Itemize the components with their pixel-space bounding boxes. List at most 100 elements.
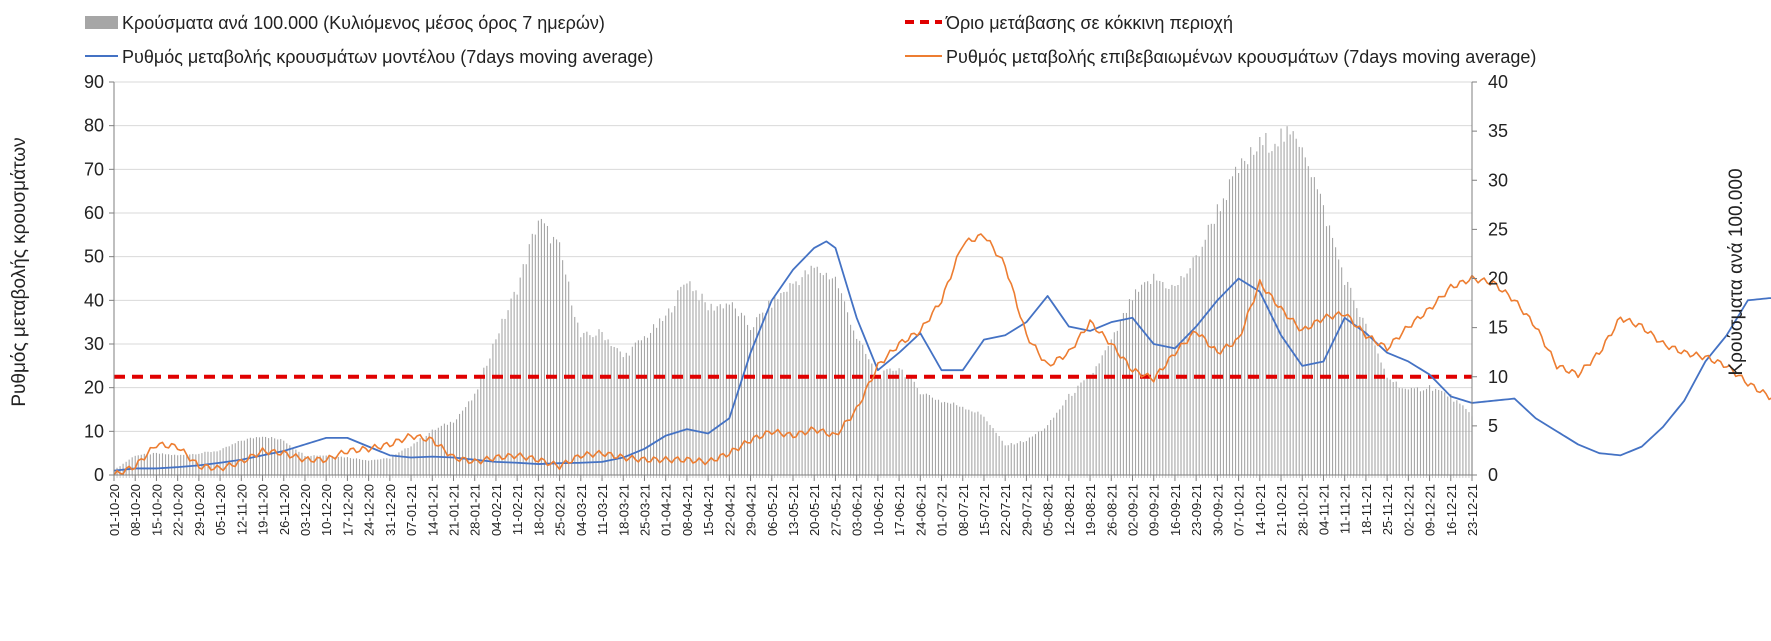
legend-label-threshold: Όριο μετάβασης σε κόκκινη περιοχή <box>945 13 1233 33</box>
bar <box>944 401 946 475</box>
bar <box>643 336 646 475</box>
bar <box>971 411 973 475</box>
legend-bar-swatch <box>85 16 118 29</box>
bar <box>1225 200 1228 475</box>
bar <box>1319 193 1321 475</box>
x-tick-label: 23-09-21 <box>1189 484 1204 536</box>
bar <box>586 331 588 475</box>
bar <box>610 346 612 475</box>
bar <box>1307 166 1309 475</box>
bar <box>465 407 467 475</box>
bar <box>828 279 830 475</box>
bar <box>913 381 915 475</box>
bar <box>271 436 273 475</box>
bar <box>1089 374 1091 475</box>
bar <box>365 460 367 475</box>
bar <box>528 244 530 475</box>
bar <box>1335 247 1337 475</box>
bar <box>1207 224 1209 475</box>
x-tick-label: 22-07-21 <box>998 484 1013 536</box>
x-tick-label: 08-04-21 <box>680 484 695 536</box>
bar <box>380 459 382 475</box>
x-tick-label: 22-04-21 <box>722 484 737 536</box>
bar <box>1435 388 1437 475</box>
x-tick-label: 06-05-21 <box>765 484 780 536</box>
bar <box>171 455 173 475</box>
x-tick-label: 16-09-21 <box>1168 484 1183 536</box>
bar <box>1353 300 1355 475</box>
bar <box>1456 400 1458 475</box>
bar <box>916 388 918 475</box>
bar <box>1444 392 1446 475</box>
bar <box>1450 394 1452 475</box>
bar <box>725 303 727 475</box>
bar <box>377 459 379 475</box>
bar <box>931 397 933 475</box>
bar <box>1210 223 1212 475</box>
bar <box>1410 387 1412 475</box>
bar <box>559 242 561 475</box>
bar <box>383 458 385 475</box>
bar <box>771 307 773 475</box>
bar <box>504 318 506 475</box>
bar <box>940 402 943 475</box>
bar <box>1289 134 1291 475</box>
bar <box>928 394 930 475</box>
bar <box>483 367 485 475</box>
bar <box>225 446 227 475</box>
x-tick-label: 23-12-21 <box>1465 484 1480 536</box>
bar <box>728 304 730 475</box>
bar <box>653 324 655 475</box>
bar <box>843 301 846 475</box>
y-tick-label-left: 60 <box>84 203 104 223</box>
bar <box>1250 147 1252 475</box>
bar <box>907 376 909 475</box>
bar <box>619 351 621 475</box>
bar <box>965 409 967 475</box>
bar <box>1231 176 1234 476</box>
bar <box>446 424 448 475</box>
bar <box>671 312 673 475</box>
y-tick-label-right: 35 <box>1488 121 1508 141</box>
x-tick-label: 24-12-20 <box>362 484 377 536</box>
bar <box>692 291 694 475</box>
bar <box>980 414 982 475</box>
bar <box>1371 340 1373 475</box>
bar <box>947 402 949 475</box>
bar <box>1359 316 1361 475</box>
y-tick-label-left: 80 <box>84 116 104 136</box>
bar <box>634 342 636 475</box>
x-tick-label: 15-07-21 <box>977 484 992 536</box>
bar <box>1156 280 1158 475</box>
bar <box>556 239 558 475</box>
bar <box>204 451 206 475</box>
bar <box>149 454 151 475</box>
bar <box>480 377 482 475</box>
bar <box>995 432 997 475</box>
bar <box>847 312 849 475</box>
y-tick-label-right: 0 <box>1488 465 1498 485</box>
bar <box>516 294 518 475</box>
x-tick-label: 12-11-20 <box>234 484 249 535</box>
bar <box>689 281 691 475</box>
y-tick-label-right: 20 <box>1488 269 1508 289</box>
bar <box>1116 330 1118 475</box>
bar <box>595 335 597 475</box>
bar <box>1441 390 1443 475</box>
bar <box>574 316 576 475</box>
x-tick-label: 11-02-21 <box>510 484 525 535</box>
bar <box>589 335 591 475</box>
x-tick-label: 16-12-21 <box>1444 484 1459 536</box>
bar <box>1453 401 1455 475</box>
bar <box>659 318 661 475</box>
bar <box>1241 158 1243 475</box>
bar <box>786 291 788 475</box>
bar <box>925 393 927 475</box>
bar <box>510 298 512 475</box>
bar <box>592 337 594 475</box>
y-tick-label-left: 70 <box>84 159 104 179</box>
bar <box>1141 284 1143 475</box>
bar <box>1407 389 1409 475</box>
bar <box>268 438 270 475</box>
